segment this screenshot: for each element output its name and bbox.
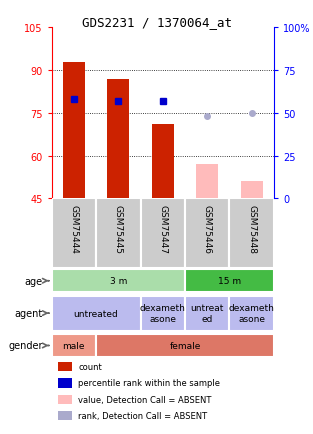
- Text: untreat
ed: untreat ed: [191, 304, 224, 323]
- Text: gender: gender: [8, 341, 43, 351]
- Bar: [141, 199, 185, 268]
- Bar: [229, 199, 274, 268]
- Text: percentile rank within the sample: percentile rank within the sample: [78, 378, 220, 388]
- Text: GSM75446: GSM75446: [203, 204, 212, 253]
- Bar: [185, 296, 229, 331]
- Bar: [151, 125, 174, 199]
- Bar: [107, 79, 130, 199]
- Bar: [52, 296, 141, 331]
- Bar: [52, 270, 185, 293]
- Bar: [240, 182, 263, 199]
- Text: GSM75445: GSM75445: [114, 204, 123, 253]
- Text: untreated: untreated: [74, 309, 118, 318]
- Bar: [58, 411, 72, 421]
- Bar: [185, 199, 229, 268]
- Text: value, Detection Call = ABSENT: value, Detection Call = ABSENT: [78, 395, 212, 404]
- Text: 15 m: 15 m: [218, 276, 241, 286]
- Bar: [52, 199, 96, 268]
- Text: count: count: [78, 362, 102, 371]
- Text: GDS2231 / 1370064_at: GDS2231 / 1370064_at: [81, 16, 232, 30]
- Text: dexameth
asone: dexameth asone: [229, 304, 275, 323]
- Text: agent: agent: [14, 309, 43, 319]
- Text: age: age: [25, 276, 43, 286]
- Bar: [58, 362, 72, 372]
- Bar: [63, 62, 85, 199]
- Bar: [229, 296, 274, 331]
- Bar: [185, 270, 274, 293]
- Text: male: male: [63, 341, 85, 350]
- Text: dexameth
asone: dexameth asone: [140, 304, 186, 323]
- Bar: [196, 165, 218, 199]
- Bar: [52, 334, 96, 357]
- Bar: [96, 334, 274, 357]
- Text: rank, Detection Call = ABSENT: rank, Detection Call = ABSENT: [78, 411, 208, 420]
- Text: GSM75444: GSM75444: [69, 204, 78, 253]
- Text: female: female: [169, 341, 201, 350]
- Bar: [96, 199, 141, 268]
- Text: GSM75448: GSM75448: [247, 204, 256, 253]
- Text: 3 m: 3 m: [110, 276, 127, 286]
- Bar: [58, 395, 72, 404]
- Bar: [58, 378, 72, 388]
- Text: GSM75447: GSM75447: [158, 204, 167, 253]
- Bar: [141, 296, 185, 331]
